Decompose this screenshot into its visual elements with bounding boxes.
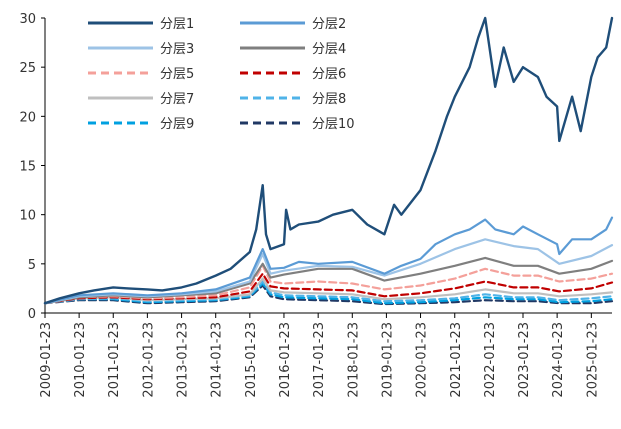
legend-label-2: 分层2 [312, 17, 346, 32]
x-tick-label: 2011-01-23 [107, 322, 122, 398]
legend-label-7: 分层7 [160, 92, 194, 107]
x-tick-label: 2025-01-23 [585, 322, 600, 398]
legend-label-1: 分层1 [160, 17, 194, 32]
x-tick-label: 2017-01-23 [312, 322, 327, 398]
y-tick-label: 20 [19, 110, 36, 125]
series-line-2 [43, 216, 614, 305]
legend-label-3: 分层3 [160, 42, 194, 57]
x-tick-label: 2016-01-23 [278, 322, 293, 398]
x-tick-label: 2012-01-23 [141, 322, 156, 398]
x-tick-label: 2015-01-23 [244, 322, 259, 398]
x-tick-label: 2020-01-23 [415, 322, 430, 398]
y-tick-label: 30 [19, 12, 36, 27]
series-line-5 [43, 264, 614, 305]
x-tick-label: 2014-01-23 [210, 322, 225, 398]
x-tick-label: 2023-01-23 [517, 322, 532, 398]
y-tick-label: 10 [19, 209, 36, 224]
x-tick-label: 2022-01-23 [483, 322, 498, 398]
x-tick-label: 2013-01-23 [176, 322, 191, 398]
legend-label-5: 分层5 [160, 67, 194, 82]
legend-label-9: 分层9 [160, 117, 194, 132]
legend-label-8: 分层8 [312, 92, 346, 107]
x-tick-label: 2018-01-23 [346, 322, 361, 398]
series-line-1 [43, 16, 614, 305]
x-tick-label: 2019-01-23 [380, 322, 395, 398]
legend-label-10: 分层10 [312, 117, 355, 132]
y-tick-label: 25 [19, 61, 36, 76]
y-tick-label: 5 [28, 258, 36, 273]
x-tick-label: 2024-01-23 [551, 322, 566, 398]
x-tick-label: 2021-01-23 [449, 322, 464, 398]
x-tick-label: 2010-01-23 [73, 322, 88, 398]
y-tick-label: 0 [28, 307, 36, 322]
y-tick-label: 15 [19, 160, 36, 175]
x-tick-label: 2009-01-23 [39, 322, 54, 398]
legend-label-4: 分层4 [312, 42, 346, 57]
legend-label-6: 分层6 [312, 67, 346, 82]
